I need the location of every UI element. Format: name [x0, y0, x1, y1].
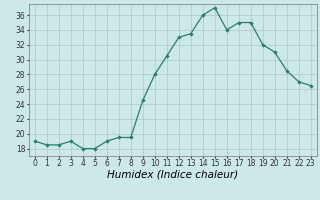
X-axis label: Humidex (Indice chaleur): Humidex (Indice chaleur) — [107, 170, 238, 180]
